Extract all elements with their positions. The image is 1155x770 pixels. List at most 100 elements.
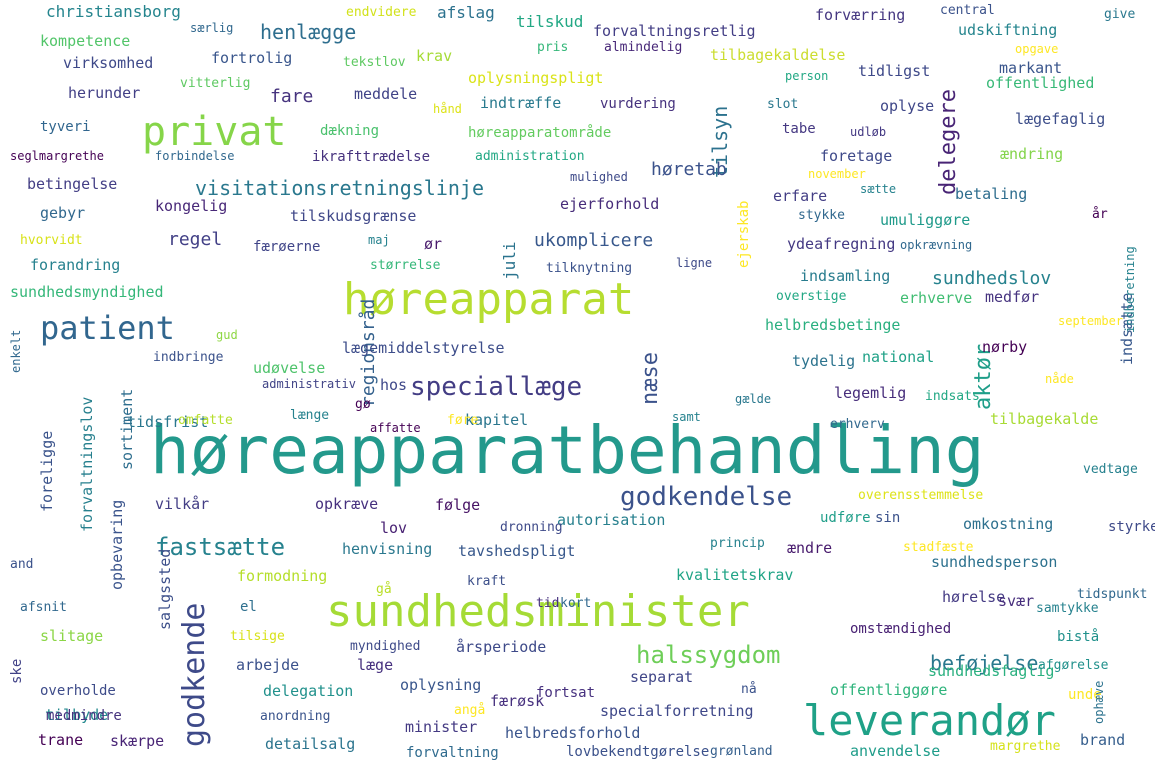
word-154: ophæve xyxy=(1092,680,1106,724)
word-56: kongelig xyxy=(155,197,228,215)
word-146: tilsige xyxy=(230,629,285,644)
word-43: oplyse xyxy=(880,97,935,115)
word-32: krav xyxy=(416,47,453,65)
word-192: længe xyxy=(290,408,330,423)
word-61: ør xyxy=(424,235,443,253)
word-9: fastsætte xyxy=(155,533,286,561)
word-128: medmindre xyxy=(46,708,122,724)
word-161: pris xyxy=(537,40,569,55)
word-150: unde xyxy=(1068,687,1102,703)
word-84: foreligge xyxy=(38,430,56,512)
word-94: ændre xyxy=(787,539,833,557)
word-164: vitterlig xyxy=(180,76,251,91)
word-97: formodning xyxy=(237,567,328,585)
word-149: afgørelse xyxy=(1038,658,1109,673)
word-98: kvalitetskrav xyxy=(676,566,794,584)
word-137: udføre xyxy=(820,510,871,526)
word-3: leverandør xyxy=(803,696,1056,745)
word-17: beføjelse xyxy=(930,651,1039,675)
word-70: helbredsbetinge xyxy=(765,316,901,334)
word-116: trane xyxy=(38,731,84,749)
word-172: november xyxy=(808,167,866,181)
word-27: forvaltningsretlig xyxy=(593,22,756,40)
word-52: betingelse xyxy=(27,175,118,193)
word-177: maj xyxy=(368,233,390,247)
word-68: erhverve xyxy=(900,289,973,307)
word-88: autorisation xyxy=(557,511,666,529)
word-40: meddele xyxy=(354,85,418,103)
word-168: seglmargrethe xyxy=(10,149,104,163)
word-162: opgave xyxy=(1015,42,1059,56)
word-85: vilkår xyxy=(155,495,210,513)
word-105: arbejde xyxy=(236,656,300,674)
word-86: opkræve xyxy=(315,495,379,513)
word-15: næse xyxy=(638,352,663,405)
word-141: vedtage xyxy=(1083,462,1138,477)
word-87: følge xyxy=(435,496,481,514)
word-136: omstændighed xyxy=(850,621,952,637)
word-10: halssygdom xyxy=(636,641,781,669)
word-135: gå xyxy=(376,582,392,597)
word-112: offentliggøre xyxy=(830,681,948,699)
word-58: umuliggøre xyxy=(880,211,971,229)
word-73: tydelig xyxy=(792,352,856,370)
word-148: samtykke xyxy=(1036,601,1099,616)
word-190: indberetning xyxy=(1123,246,1137,333)
word-83: kapitel xyxy=(465,411,529,429)
word-36: virksomhed xyxy=(63,54,154,72)
word-153: nå xyxy=(741,682,757,697)
word-95: sundhedsperson xyxy=(931,553,1058,571)
word-53: erfare xyxy=(773,187,828,205)
word-65: forandring xyxy=(30,256,121,274)
word-81: sortiment xyxy=(118,388,136,470)
word-77: udøvelse xyxy=(253,359,326,377)
word-196: indsats xyxy=(925,389,980,404)
word-140: styrke xyxy=(1108,519,1155,535)
word-124: forvaltning xyxy=(406,745,499,761)
word-20: ukomplicere xyxy=(534,230,654,251)
word-37: oplysningspligt xyxy=(468,69,604,87)
word-138: sin xyxy=(875,510,901,526)
word-178: opkrævning xyxy=(900,238,973,252)
word-39: herunder xyxy=(68,84,141,102)
word-134: princip xyxy=(710,536,765,551)
word-198: erhverv xyxy=(830,417,885,432)
word-120: anvendelse xyxy=(850,742,941,760)
word-194: føre xyxy=(447,413,479,428)
word-181: ligne xyxy=(676,256,713,270)
word-99: hørelse xyxy=(942,588,1006,606)
word-113: tilbyde xyxy=(45,706,109,724)
word-45: tyveri xyxy=(40,119,91,135)
word-151: margrethe xyxy=(990,739,1061,754)
word-42: vurdering xyxy=(600,96,676,112)
word-163: person xyxy=(785,69,829,83)
word-114: minister xyxy=(405,718,478,736)
word-186: indbringe xyxy=(153,350,224,365)
word-71: lægemiddelstyrelse xyxy=(342,339,505,357)
word-0: høreapparatbehandling xyxy=(150,412,985,489)
word-129: anordning xyxy=(260,709,331,724)
word-109: sundhedsfaglig xyxy=(928,662,1055,680)
word-188: gø xyxy=(355,397,371,412)
word-107: oplysning xyxy=(400,676,482,694)
word-11: visitationsretningslinje xyxy=(195,176,484,200)
word-174: stykke xyxy=(798,208,845,223)
word-193: affatte xyxy=(370,421,421,435)
word-55: gebyr xyxy=(40,204,86,222)
word-89: omkostning xyxy=(963,515,1054,533)
word-63: ejerskab xyxy=(736,200,752,268)
word-139: overensstemmelse xyxy=(858,488,984,503)
word-133: dronning xyxy=(500,520,563,535)
word-93: tavshedspligt xyxy=(458,542,576,560)
word-159: tekstlov xyxy=(343,55,406,70)
word-119: helbredsforhold xyxy=(505,724,641,742)
word-62: juli xyxy=(500,241,519,280)
word-132: kraft xyxy=(467,574,507,589)
word-79: legemlig xyxy=(834,384,907,402)
word-102: slitage xyxy=(40,627,104,645)
word-80: forvaltningslov xyxy=(78,396,96,532)
word-28: forværring xyxy=(815,6,906,24)
word-130: kort xyxy=(560,596,592,611)
word-41: indtræffe xyxy=(480,94,562,112)
word-2: sundhedsminister xyxy=(326,586,750,637)
